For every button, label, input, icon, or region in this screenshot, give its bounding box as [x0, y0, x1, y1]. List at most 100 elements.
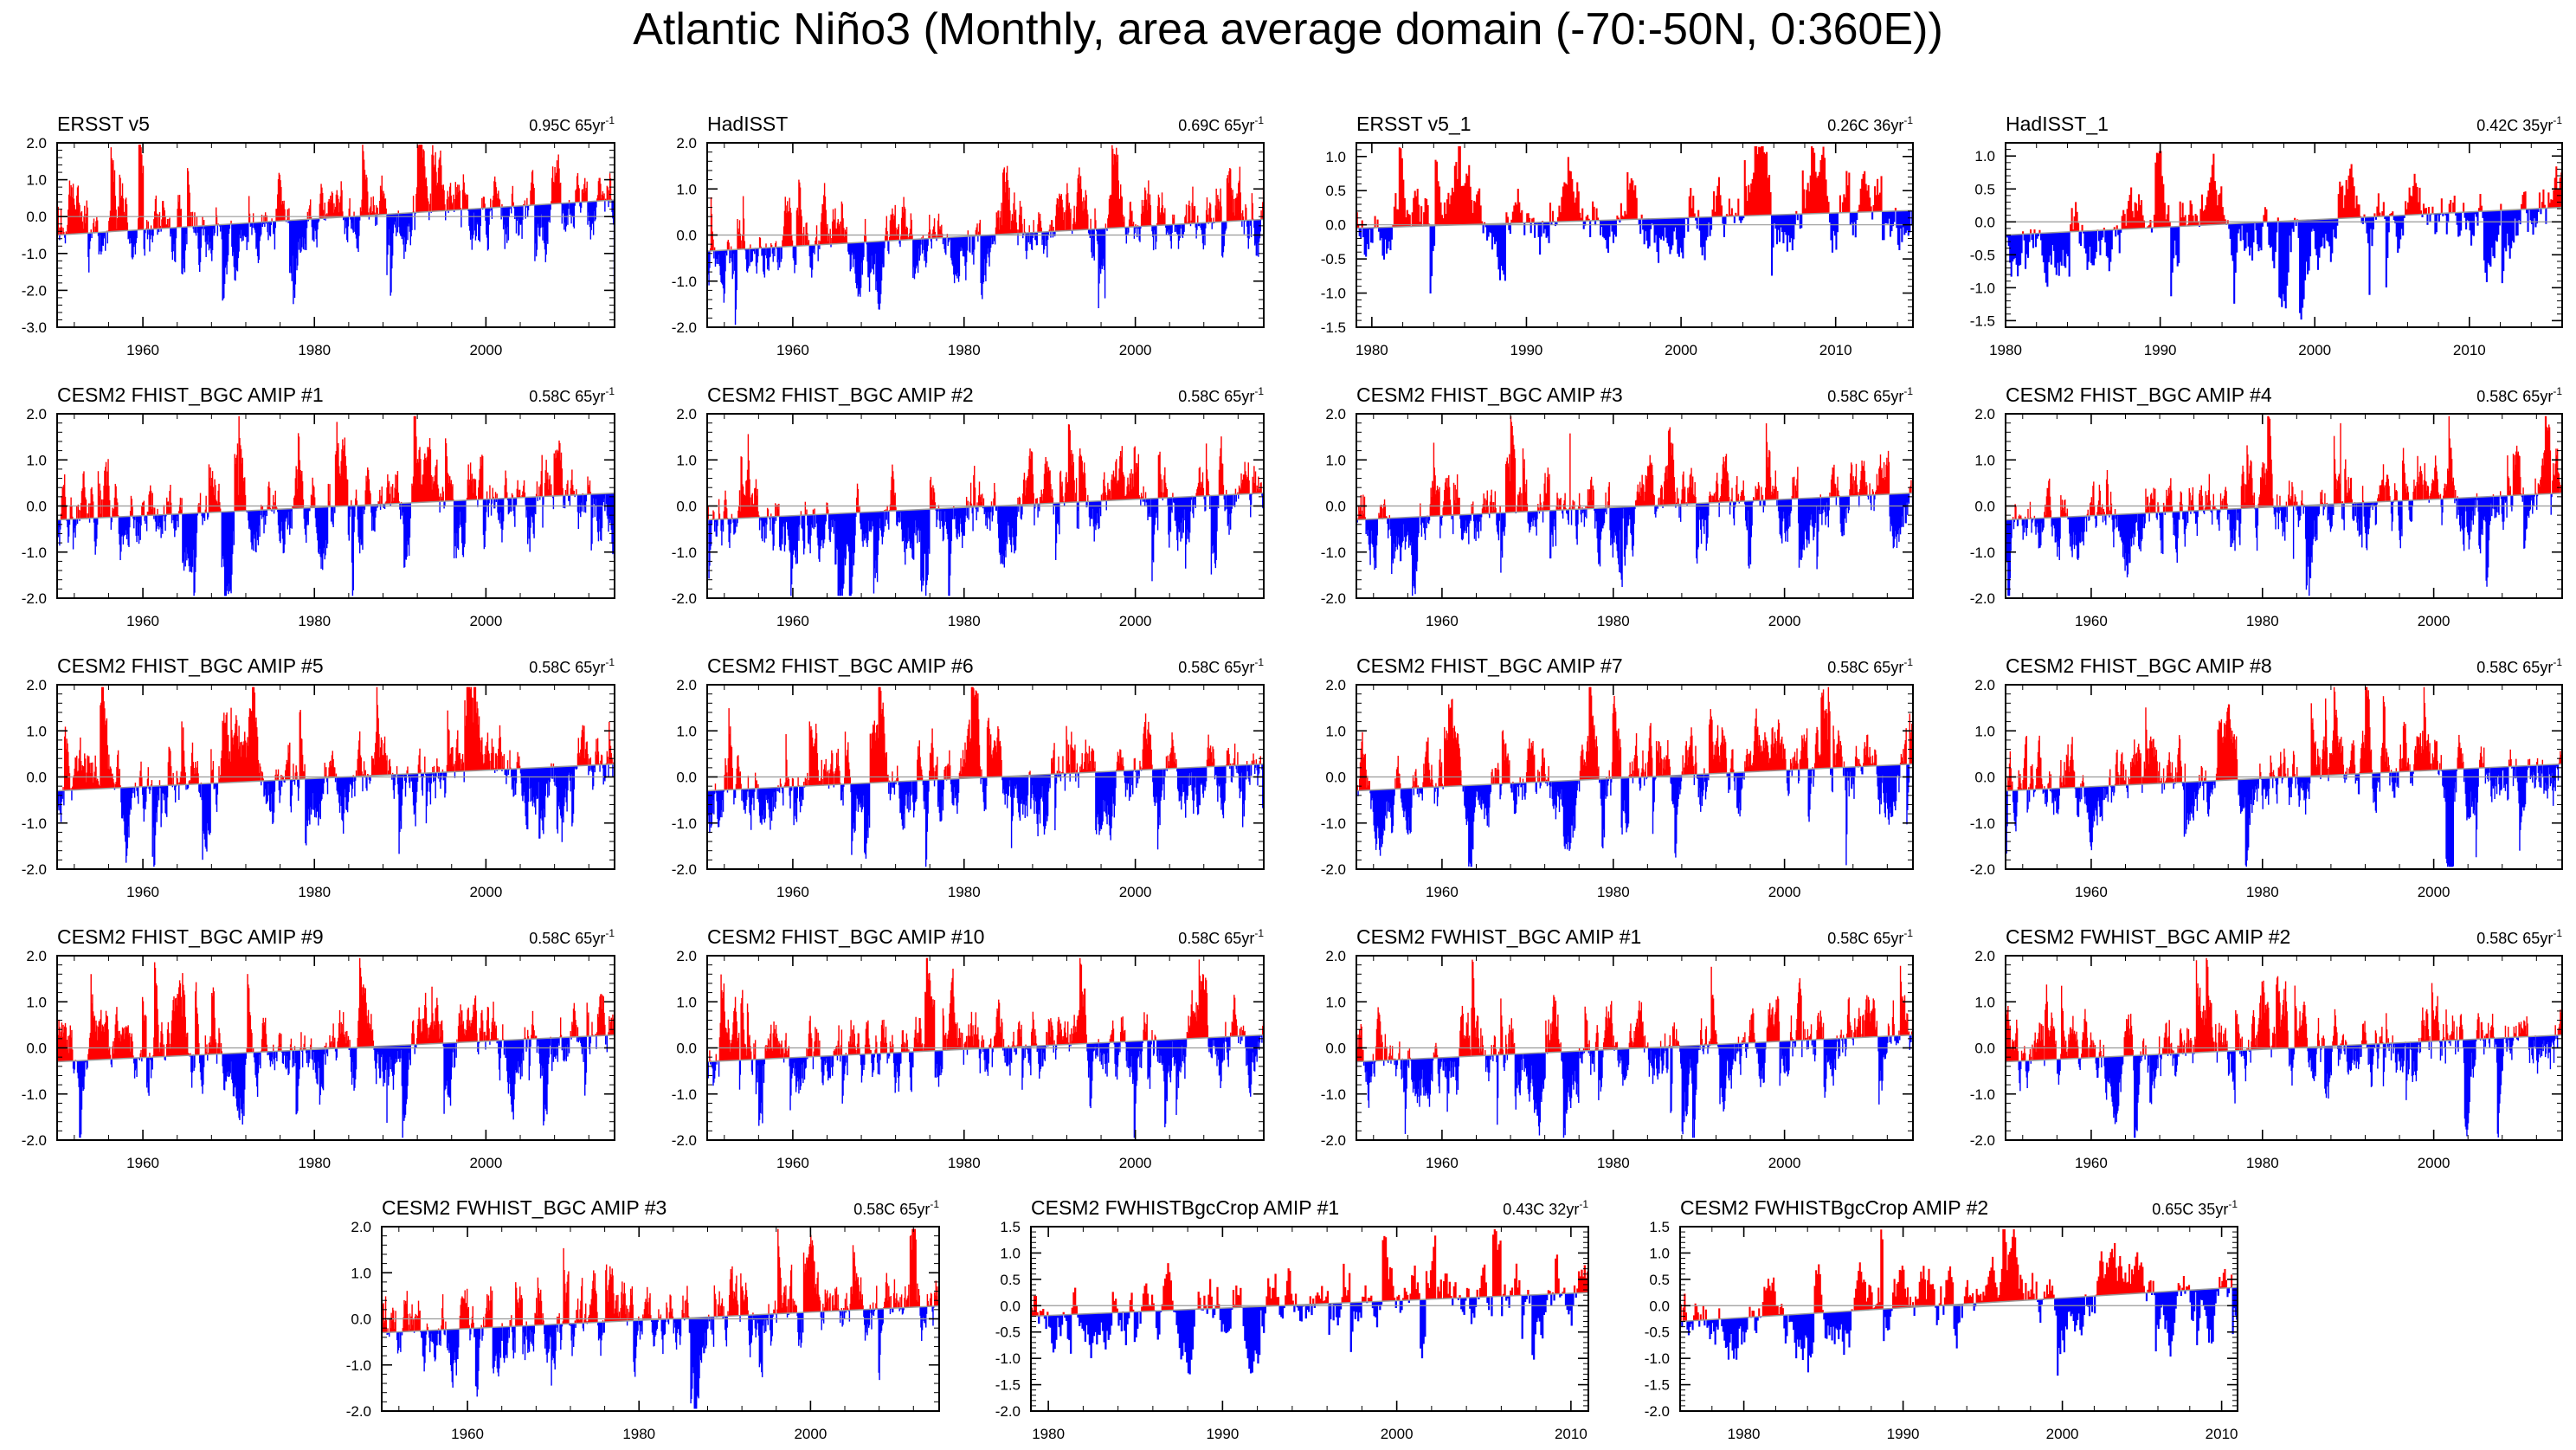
anomaly-bar: [1227, 494, 1229, 525]
anomaly-bar: [1562, 186, 1564, 222]
anomaly-bar: [1698, 216, 1701, 231]
anomaly-bar: [1090, 218, 1092, 229]
anomaly-bar: [726, 242, 729, 250]
anomaly-bar: [1147, 193, 1149, 227]
anomaly-bar: [908, 233, 911, 240]
anomaly-bar: [1248, 220, 1250, 239]
anomaly-bar: [547, 203, 550, 222]
anomaly-bar: [1538, 511, 1541, 514]
anomaly-bar: [2258, 222, 2262, 248]
anomaly-bar: [455, 187, 457, 210]
anomaly-bar: [1210, 217, 1213, 222]
anomaly-bar: [1130, 468, 1132, 499]
anomaly-bar: [392, 214, 395, 234]
anomaly-bar: [2278, 221, 2281, 298]
anomaly-bar: [2538, 192, 2541, 209]
anomaly-bar: [172, 514, 174, 521]
anomaly-bar: [835, 513, 838, 549]
anomaly-bar: [410, 212, 412, 237]
anomaly-bar: [445, 438, 447, 501]
anomaly-bar: [473, 209, 475, 213]
anomaly-bar: [1796, 214, 1799, 221]
anomaly-bar: [268, 222, 271, 235]
anomaly-bar: [1697, 209, 1700, 217]
x-tick-label: 1980: [1989, 342, 2022, 358]
anomaly-bar: [510, 498, 512, 508]
anomaly-bar: [1380, 227, 1383, 238]
anomaly-bar: [1813, 152, 1816, 214]
anomaly-bar: [228, 224, 229, 255]
anomaly-bar: [816, 514, 819, 538]
x-tick-label: 1960: [126, 342, 159, 358]
anomaly-bar: [80, 211, 83, 234]
anomaly-bar: [1090, 501, 1092, 519]
anomaly-bar: [357, 505, 359, 538]
anomaly-bar: [1134, 446, 1136, 499]
anomaly-bar: [2440, 198, 2443, 214]
anomaly-bar: [2134, 202, 2136, 229]
anomaly-bar: [1456, 489, 1458, 515]
anomaly-bar: [70, 184, 72, 235]
anomaly-bar: [543, 496, 544, 506]
anomaly-bar: [780, 247, 782, 262]
anomaly-bar: [116, 498, 118, 518]
anomaly-bar: [1021, 504, 1023, 515]
anomaly-bar: [147, 221, 149, 229]
anomaly-bar: [745, 480, 747, 519]
anomaly-bar: [970, 503, 973, 507]
anomaly-bar: [1028, 225, 1030, 233]
anomaly-bar: [1053, 503, 1054, 515]
anomaly-bar: [448, 197, 450, 211]
anomaly-bar: [2510, 209, 2513, 248]
anomaly-bar: [207, 225, 209, 235]
anomaly-bar: [2276, 221, 2278, 233]
anomaly-bar: [239, 223, 241, 235]
anomaly-bar: [746, 469, 749, 519]
anomaly-bar: [2029, 229, 2032, 235]
anomaly-bar: [2329, 218, 2332, 262]
anomaly-bar: [2321, 219, 2323, 247]
anomaly-bar: [126, 516, 129, 535]
anomaly-bar: [583, 494, 585, 512]
anomaly-bar: [2304, 220, 2307, 280]
anomaly-bar: [1022, 479, 1025, 505]
anomaly-bar: [2095, 230, 2097, 252]
anomaly-bar: [548, 479, 551, 497]
anomaly-bar: [409, 502, 411, 538]
anomaly-bar: [1163, 475, 1165, 499]
anomaly-bar: [843, 236, 846, 244]
anomaly-bar: [1215, 188, 1217, 222]
anomaly-bar: [2072, 229, 2075, 232]
anomaly-bar: [1195, 496, 1196, 508]
anomaly-bar: [1809, 175, 1812, 214]
anomaly-bar: [365, 174, 367, 216]
anomaly-bar: [490, 198, 492, 209]
anomaly-bar: [1094, 208, 1096, 229]
anomaly-bar: [766, 248, 768, 259]
anomaly-bar: [74, 519, 75, 529]
anomaly-bar: [531, 497, 533, 518]
anomaly-bar: [2202, 210, 2205, 226]
anomaly-bar: [79, 519, 80, 521]
anomaly-bar: [998, 506, 1001, 553]
anomaly-bar: [843, 512, 846, 558]
anomaly-bar: [1201, 222, 1203, 235]
anomaly-bar: [994, 235, 995, 242]
anomaly-bar: [301, 480, 304, 508]
anomaly-bar: [2153, 215, 2155, 228]
anomaly-bar: [1222, 222, 1225, 253]
anomaly-bar: [408, 503, 409, 545]
anomaly-bar: [1179, 223, 1181, 239]
anomaly-bar: [2545, 208, 2547, 224]
anomaly-bar: [2429, 214, 2431, 222]
anomaly-bar: [1858, 204, 1861, 213]
anomaly-bar: [544, 204, 546, 250]
anomaly-bar: [2469, 211, 2471, 231]
anomaly-bar: [1627, 190, 1630, 220]
anomaly-bar: [553, 453, 555, 496]
anomaly-bar: [1575, 509, 1578, 539]
anomaly-bar: [1412, 517, 1414, 596]
anomaly-bar: [90, 488, 92, 519]
anomaly-bar: [245, 222, 248, 237]
anomaly-bar: [1530, 511, 1532, 527]
